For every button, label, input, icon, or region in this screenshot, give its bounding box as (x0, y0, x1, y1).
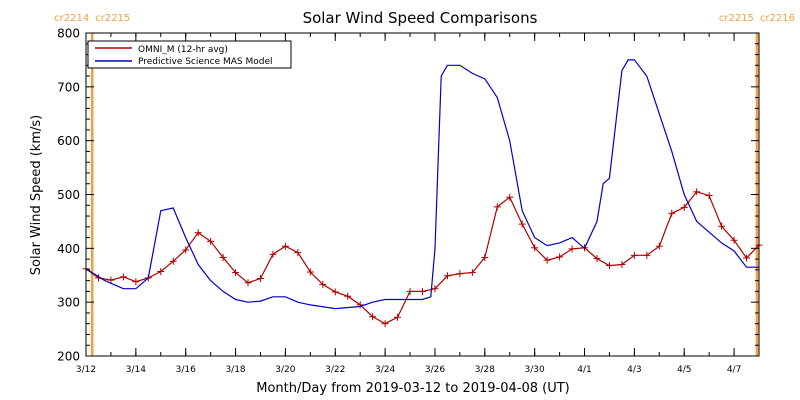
omni-data-point (568, 245, 576, 253)
omni-data-point (169, 257, 177, 265)
axes: 200 300 400 500 600 700 800 3/12 3/14 3/16 3/18 3/2… (57, 27, 760, 375)
omni-data-point (381, 320, 389, 328)
omni-data-point (219, 253, 227, 261)
omni-data-point (643, 251, 651, 259)
omni-data-point (593, 255, 601, 263)
x-tick-label: 4/7 (727, 365, 741, 375)
omni-data-point (543, 256, 551, 264)
series-lines (82, 59, 763, 328)
omni-data-point (531, 244, 539, 252)
carrington-label-left: cr2214 (54, 13, 89, 24)
omni-data-point (493, 203, 501, 211)
y-tick-label: 200 (57, 350, 80, 364)
omni-data-point (630, 251, 638, 259)
omni-data-point (369, 313, 377, 321)
y-tick-label: 500 (57, 188, 80, 202)
omni-data-point (294, 249, 302, 257)
omni-data-point (394, 313, 402, 321)
omni-data-point (306, 268, 314, 276)
omni-data-point (232, 269, 240, 277)
legend-box (87, 40, 292, 69)
omni-data-point (182, 246, 190, 254)
omni-data-point (319, 280, 327, 288)
carrington-label-right: cr2215 (95, 13, 130, 24)
x-tick-label: 3/14 (126, 365, 146, 375)
omni-data-point (668, 209, 676, 217)
x-tick-label: 4/5 (677, 365, 691, 375)
x-axis-label: Month/Day from 2019-03-12 to 2019-04-08 … (256, 381, 569, 396)
omni-data-point (443, 272, 451, 280)
omni-data-point (194, 229, 202, 237)
omni-data-point (431, 285, 439, 293)
omni-data-point (743, 254, 751, 262)
x-tick-label: 4/1 (577, 365, 591, 375)
omni-data-point (269, 250, 277, 258)
omni-data-point (119, 273, 127, 281)
chart-title: Solar Wind Speed Comparisons (303, 9, 538, 27)
omni-data-point (556, 253, 564, 261)
x-tick-label: 3/30 (525, 365, 545, 375)
omni-data-point (281, 242, 289, 250)
omni-data-point (132, 278, 140, 286)
omni-data-point (680, 203, 688, 211)
omni-data-point (406, 287, 414, 295)
omni-data-point (331, 288, 339, 296)
y-tick-label: 300 (57, 296, 80, 310)
omni-data-point (157, 267, 165, 275)
omni-data-point (356, 301, 364, 309)
x-tick-label: 3/24 (375, 365, 395, 375)
omni-data-point (107, 276, 115, 284)
x-tick-label: 3/28 (475, 365, 495, 375)
x-tick-label: 3/16 (176, 365, 196, 375)
x-tick-label: 3/22 (325, 365, 345, 375)
x-tick-label: 3/20 (275, 365, 295, 375)
omni-data-point (730, 236, 738, 244)
x-tick-label: 3/18 (225, 365, 245, 375)
omni-data-point (419, 287, 426, 295)
y-tick-label: 400 (57, 242, 80, 256)
omni-data-point (605, 262, 613, 270)
omni-data-point (207, 237, 215, 245)
omni-data-point (344, 292, 352, 300)
omni-data-point (618, 260, 626, 268)
legend-label-mas: Predictive Science MAS Model (138, 57, 273, 67)
series-line-mas (85, 59, 759, 310)
x-tick-label: 4/3 (627, 365, 641, 375)
omni-data-point (481, 253, 489, 261)
omni-data-point (456, 270, 464, 278)
omni-data-point (256, 274, 264, 282)
omni-data-point (244, 279, 252, 287)
x-tick-label: 3/26 (425, 365, 445, 375)
omni-data-point (655, 242, 663, 250)
omni-data-point (518, 220, 526, 228)
carrington-label-left: cr2215 (719, 13, 754, 24)
omni-data-point (705, 192, 713, 200)
omni-data-point (693, 188, 701, 196)
omni-data-point (468, 269, 476, 277)
x-tick-label: 3/12 (76, 365, 96, 375)
legend: OMNI_M (12-hr avg) Predictive Science MA… (87, 40, 292, 69)
omni-data-point (506, 193, 514, 201)
omni-data-point (718, 222, 726, 230)
legend-label-omni: OMNI_M (12-hr avg) (138, 45, 228, 55)
y-tick-label: 800 (57, 27, 80, 41)
y-axis-label: Solar Wind Speed (km/s) (29, 115, 44, 275)
y-tick-label: 600 (57, 134, 80, 148)
y-tick-label: 700 (57, 80, 80, 94)
carrington-label-right: cr2216 (760, 13, 795, 24)
